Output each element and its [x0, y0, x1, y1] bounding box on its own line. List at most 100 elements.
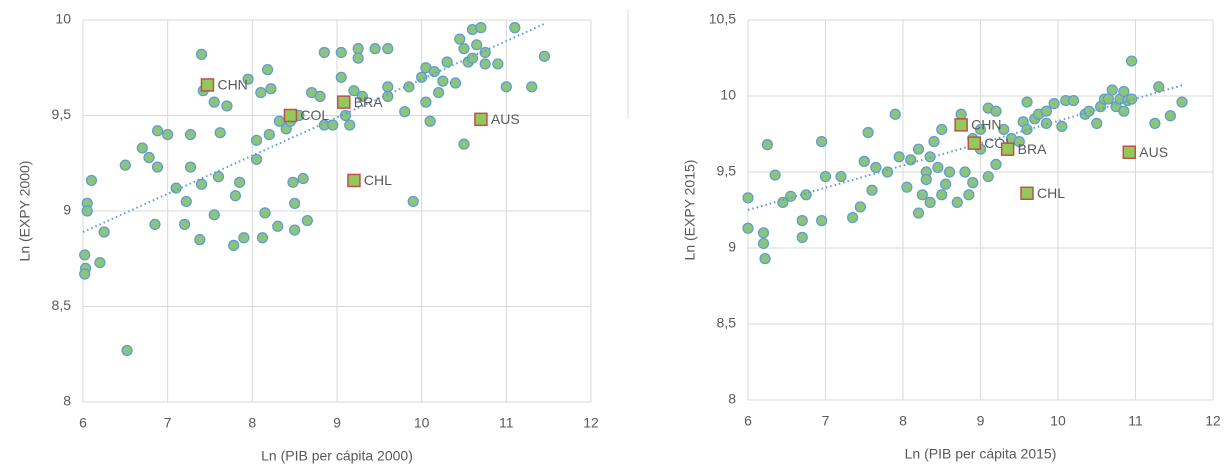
x-tick-label: 11	[499, 415, 514, 431]
point	[184, 161, 197, 173]
point	[796, 231, 808, 243]
x-tick-label: 6	[744, 413, 752, 429]
point	[162, 129, 174, 141]
point	[356, 90, 368, 103]
point-label: CHN	[217, 77, 247, 93]
x-tick-label: 8	[899, 413, 907, 429]
point	[212, 171, 225, 183]
y-tick-label: 8,5	[717, 315, 737, 331]
point	[259, 207, 271, 219]
point	[228, 239, 240, 251]
point	[479, 58, 491, 70]
point	[1102, 93, 1114, 105]
point	[98, 226, 110, 238]
point	[250, 153, 263, 166]
point	[348, 85, 360, 97]
point	[179, 218, 191, 230]
point	[242, 73, 254, 85]
point	[250, 134, 263, 146]
x-tick-label: 10	[414, 415, 430, 431]
point	[94, 256, 106, 269]
point	[905, 154, 917, 166]
point	[475, 22, 487, 34]
y-tick-label: 9	[728, 239, 736, 255]
point-label: COL	[300, 107, 329, 123]
highlight-point	[954, 118, 968, 132]
point	[344, 119, 356, 131]
x-tick-label: 7	[822, 413, 830, 429]
point	[492, 58, 504, 70]
highlight-point	[474, 112, 488, 127]
point	[500, 81, 512, 93]
point	[967, 177, 979, 189]
point	[951, 196, 963, 208]
point	[479, 46, 491, 59]
point	[79, 249, 91, 261]
highlight-point	[967, 136, 982, 150]
point	[238, 232, 250, 244]
y-tick-label: 8,5	[52, 297, 72, 313]
point	[742, 192, 754, 204]
point	[1149, 117, 1161, 129]
point-label: CHL	[364, 172, 392, 188]
point	[1048, 97, 1060, 110]
x-axis-title: Ln (PIB per cápita 2015)	[905, 446, 1057, 462]
x-tick-label: 11	[1128, 413, 1143, 429]
point	[1164, 110, 1176, 122]
point	[208, 96, 220, 108]
point	[932, 161, 944, 174]
point	[990, 158, 1002, 170]
point	[352, 43, 364, 55]
point	[1176, 96, 1188, 108]
y-tick-label: 9,5	[717, 163, 737, 179]
trendline	[747, 84, 1183, 211]
point	[928, 136, 940, 148]
point	[458, 138, 470, 150]
point	[335, 46, 347, 59]
point	[854, 201, 866, 213]
point	[1106, 84, 1118, 96]
point	[912, 207, 925, 219]
point	[149, 218, 161, 230]
point	[466, 52, 479, 64]
point	[963, 189, 975, 201]
point	[382, 43, 394, 55]
point	[339, 109, 352, 122]
point	[796, 215, 808, 227]
point	[757, 227, 770, 239]
y-tick-label: 8	[63, 393, 71, 409]
point	[297, 172, 309, 185]
point	[940, 178, 952, 190]
point	[835, 170, 847, 183]
x-tick-label: 8	[248, 415, 256, 431]
point	[433, 86, 445, 99]
point	[136, 142, 148, 154]
y-tick-label: 8	[728, 391, 736, 407]
y-tick-label: 10	[720, 87, 736, 103]
point	[889, 108, 901, 120]
point	[1118, 105, 1130, 117]
point	[1040, 105, 1052, 117]
point	[866, 184, 878, 196]
point	[327, 119, 339, 131]
y-axis-title: Ln (EXPY 2015)	[682, 160, 698, 261]
point	[428, 65, 440, 78]
point	[420, 96, 432, 108]
y-tick-label: 9	[63, 202, 71, 218]
point	[819, 170, 832, 183]
point	[195, 48, 208, 60]
point	[119, 159, 131, 171]
point	[1013, 136, 1025, 148]
point	[1021, 96, 1033, 108]
point	[314, 90, 326, 103]
point	[458, 43, 470, 55]
point	[234, 176, 246, 188]
point	[936, 189, 948, 201]
point	[998, 123, 1010, 136]
point-label: BRA	[1018, 141, 1047, 157]
point	[214, 127, 226, 139]
point	[272, 220, 284, 232]
point	[289, 197, 301, 209]
